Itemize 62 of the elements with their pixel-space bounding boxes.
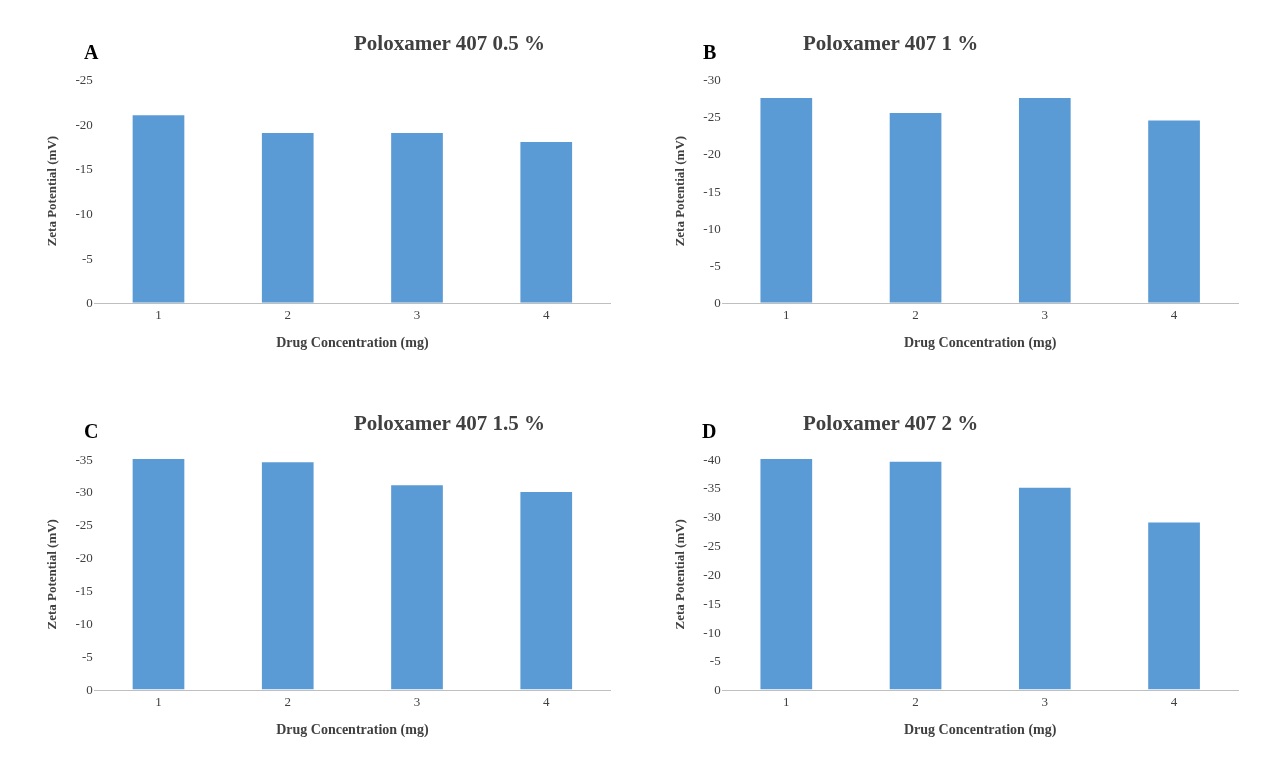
x-tick-label: 2 [284,307,291,323]
y-tick-label: -5 [709,653,721,669]
chart-title: Poloxamer 407 1.5 % [354,411,545,435]
y-tick-label: -20 [703,566,721,582]
text: A [84,41,99,63]
y-axis-title: Zeta Potential (mV) [44,135,60,247]
y-tick-label: -15 [75,161,93,177]
x-tick-label: 4 [1170,694,1178,710]
text: C [84,420,99,442]
x-tick-label: 2 [284,694,291,710]
y-tick-label: -25 [703,109,721,125]
y-tick-label: -20 [703,146,721,162]
y-tick-label: -25 [75,72,93,88]
y-tick-label: -5 [82,250,93,266]
y-tick-label: -15 [75,583,93,599]
x-axis-title: Drug Concentration (mg) [276,334,429,351]
y-tick-label: -10 [703,624,721,640]
y-tick-label: -35 [75,451,93,467]
y-axis-title: Zeta Potential (mV) [44,519,60,630]
x-tick-label: 1 [155,307,162,323]
y-tick-label: -30 [75,484,93,500]
x-tick-label: 1 [155,694,162,710]
x-axis-title: Drug Concentration (mg) [903,334,1057,351]
y-tick-label: -10 [75,205,93,221]
y-tick-label: 0 [86,295,93,311]
x-axis-title: Drug Concentration (mg) [903,721,1057,738]
y-tick-label: -20 [75,116,93,132]
x-tick-label: 2 [912,694,919,710]
x-tick-label: 3 [413,694,421,710]
chart-title: Poloxamer 407 1 % [803,31,979,55]
y-tick-label: -25 [703,538,721,553]
x-tick-label: 4 [543,694,550,710]
y-tick-label: 0 [714,295,721,311]
y-tick-label: -35 [703,480,721,496]
y-tick-label: -15 [703,183,721,199]
text: B [703,41,717,63]
x-tick-label: 1 [783,694,790,710]
y-axis-title: Zeta Potential (mV) [672,135,688,247]
y-tick-label: -40 [703,451,721,467]
y-axis-title: Zeta Potential (mV) [672,519,688,630]
x-tick-label: 4 [543,307,550,323]
y-tick-label: -25 [75,517,93,533]
y-tick-label: 0 [86,682,93,698]
chart-title: Poloxamer 407 0.5 % [354,31,545,55]
x-tick-label: 4 [1170,307,1178,323]
y-tick-label: -30 [703,72,721,88]
y-tick-label: -5 [709,258,721,274]
y-tick-label: -15 [703,595,721,611]
x-tick-label: 3 [413,307,421,323]
y-tick-label: -5 [82,649,93,665]
x-axis-title: Drug Concentration (mg) [276,721,429,738]
x-tick-label: 1 [783,307,790,323]
x-tick-label: 3 [1041,307,1049,323]
x-tick-label: 3 [1041,694,1049,710]
chart-title: Poloxamer 407 2 % [803,411,979,435]
y-tick-label: -10 [703,220,721,236]
y-tick-label: 0 [714,682,721,698]
x-tick-label: 2 [912,307,919,323]
y-tick-label: -30 [703,509,721,525]
y-tick-label: -10 [75,616,93,632]
y-tick-label: -20 [75,550,93,566]
text: D [702,420,717,442]
